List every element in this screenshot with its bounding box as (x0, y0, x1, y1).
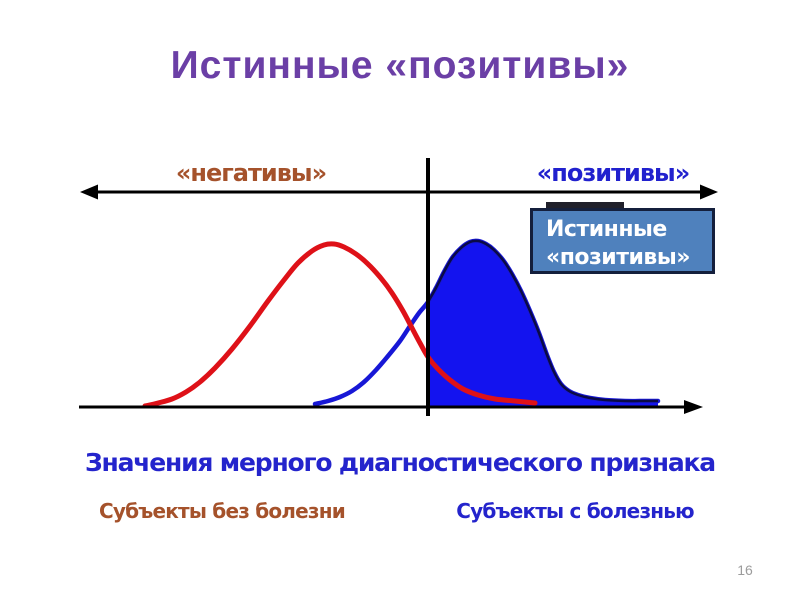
legend-disease: Субъекты с болезнью (456, 499, 694, 523)
callout-line2: «позитивы» (546, 245, 690, 270)
no-disease-distribution-curve (142, 241, 538, 409)
range-arrow-left-head (80, 184, 98, 200)
x-axis-caption: Значения мерного диагностического призна… (85, 448, 716, 477)
true-positives-area (428, 240, 658, 407)
page-number: 16 (737, 562, 753, 578)
callout-line1: Истинные (546, 217, 667, 242)
true-positives-area-edge (426, 239, 658, 403)
legend-no-disease: Субъекты без болезни (99, 499, 346, 523)
negatives-region-label: «негативы» (175, 159, 327, 187)
positives-region-label: «позитивы» (536, 159, 690, 187)
slide-title: Истинные «позитивы» (170, 44, 630, 87)
range-arrow-right-head (700, 184, 718, 200)
x-axis-arrowhead (684, 400, 703, 414)
true-positives-callout: Истинные «позитивы» (530, 208, 715, 274)
callout-shadow-artifact (546, 202, 624, 211)
